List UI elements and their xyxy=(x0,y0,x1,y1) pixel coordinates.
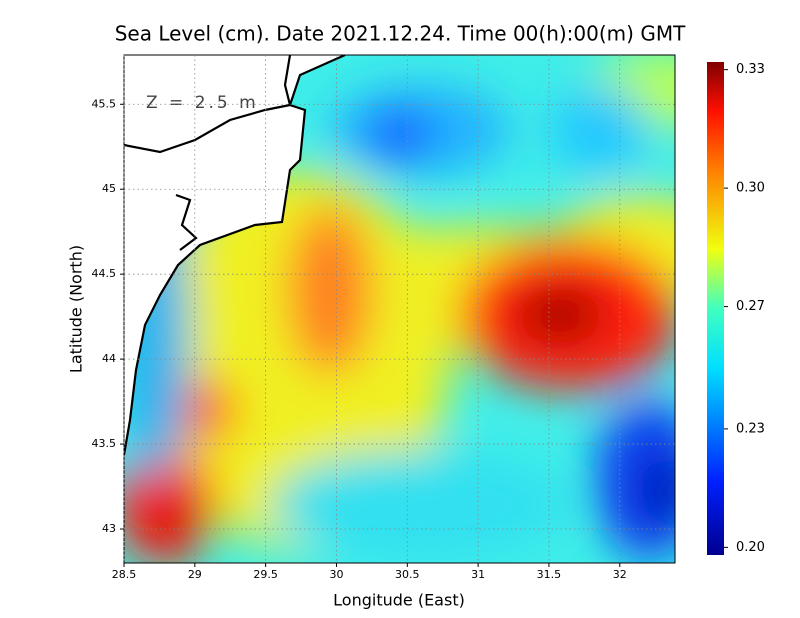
colorbar-tick-label: 0.27 xyxy=(736,299,765,314)
annotation: Z = 2.5 m xyxy=(146,93,259,113)
x-tick-label: 31 xyxy=(471,568,485,581)
y-axis-label: Latitude (North) xyxy=(67,245,86,373)
x-tick-label: 30.5 xyxy=(395,568,420,581)
colorbar-tick-label: 0.23 xyxy=(736,421,765,436)
x-tick-label: 29.5 xyxy=(253,568,278,581)
y-tick-label: 43.5 xyxy=(92,437,117,450)
x-tick-label: 32 xyxy=(613,568,627,581)
colorbar-tick-label: 0.30 xyxy=(736,181,765,196)
colorbar-tick-label: 0.33 xyxy=(736,62,765,77)
x-tick-label: 31.5 xyxy=(537,568,562,581)
chart-title: Sea Level (cm). Date 2021.12.24. Time 00… xyxy=(115,22,686,46)
y-tick-label: 45 xyxy=(102,182,116,195)
sea-level-field xyxy=(124,55,675,563)
colorbar xyxy=(707,62,724,555)
y-tick-label: 45.5 xyxy=(92,97,117,110)
colorbar-tick-label: 0.20 xyxy=(736,540,765,555)
y-tick-label: 43 xyxy=(102,522,116,535)
x-axis-label: Longitude (East) xyxy=(333,591,465,610)
x-tick-label: 29 xyxy=(188,568,202,581)
y-tick-label: 44 xyxy=(102,352,116,365)
x-tick-label: 28.5 xyxy=(112,568,137,581)
plot-frame xyxy=(123,54,676,564)
x-tick-label: 30 xyxy=(329,568,343,581)
y-tick-label: 44.5 xyxy=(92,267,117,280)
